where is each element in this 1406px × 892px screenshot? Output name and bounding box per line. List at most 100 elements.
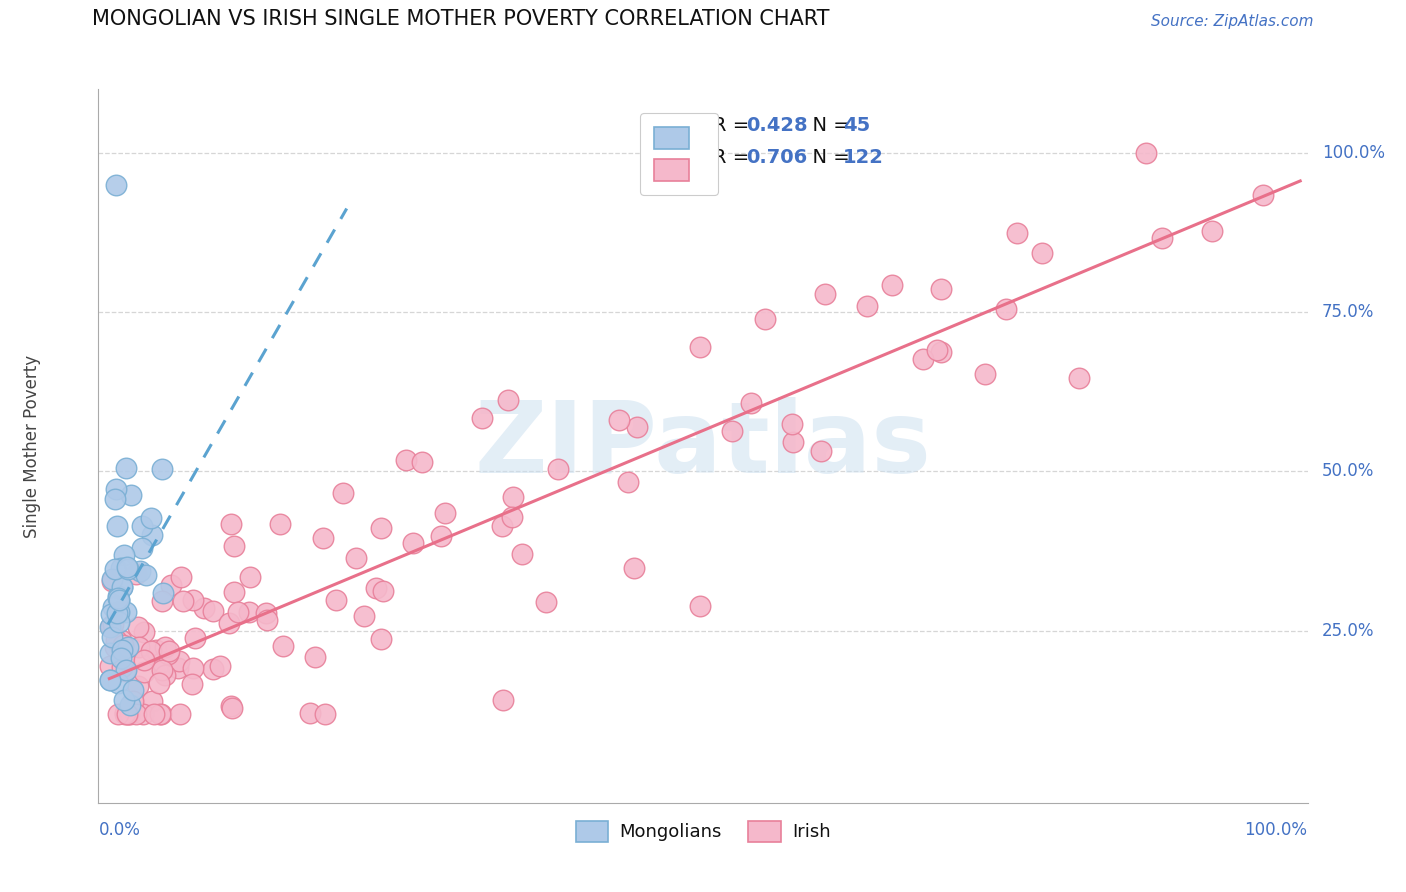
Legend: Mongolians, Irish: Mongolians, Irish xyxy=(567,812,839,851)
Point xyxy=(353,609,375,624)
Point xyxy=(498,392,520,407)
Text: N =: N = xyxy=(800,148,856,167)
Point xyxy=(98,658,121,673)
Point xyxy=(269,516,291,531)
Point xyxy=(115,606,138,620)
Point xyxy=(491,519,513,533)
Point xyxy=(304,649,326,664)
Point xyxy=(471,410,494,425)
Text: MONGOLIAN VS IRISH SINGLE MOTHER POVERTY CORRELATION CHART: MONGOLIAN VS IRISH SINGLE MOTHER POVERTY… xyxy=(93,9,830,29)
Point xyxy=(108,605,131,619)
Point xyxy=(107,615,129,630)
Point xyxy=(617,475,640,490)
Point xyxy=(114,706,136,721)
Point xyxy=(122,693,145,707)
Point xyxy=(814,286,837,301)
Text: 25.0%: 25.0% xyxy=(1322,622,1375,640)
Point xyxy=(128,640,150,655)
Point xyxy=(149,706,172,721)
Point xyxy=(131,541,153,556)
Point xyxy=(193,600,215,615)
Point xyxy=(149,706,172,721)
Point xyxy=(911,352,934,367)
Point xyxy=(112,548,135,562)
Point xyxy=(202,604,225,618)
Point xyxy=(218,615,240,630)
Point xyxy=(1251,187,1274,202)
Point xyxy=(139,644,162,658)
Text: 0.706: 0.706 xyxy=(747,148,808,167)
Point xyxy=(114,706,136,721)
Point xyxy=(100,619,122,633)
Point xyxy=(782,434,804,449)
Point xyxy=(127,619,149,633)
Point xyxy=(117,640,139,654)
Point xyxy=(856,299,879,313)
Point xyxy=(117,562,139,576)
Point xyxy=(110,651,132,665)
Point xyxy=(299,706,322,721)
Point xyxy=(98,673,121,687)
Point xyxy=(150,462,173,476)
Point xyxy=(111,660,134,674)
Point xyxy=(100,574,122,588)
Point xyxy=(228,606,250,620)
Point xyxy=(502,490,524,504)
Point xyxy=(170,570,193,584)
Point xyxy=(107,589,129,603)
Point xyxy=(98,673,121,687)
Point xyxy=(1135,145,1157,160)
Point xyxy=(103,616,125,631)
Point xyxy=(105,178,128,192)
Text: 100.0%: 100.0% xyxy=(1244,821,1308,838)
Point xyxy=(929,344,952,359)
Point xyxy=(364,581,387,595)
Point xyxy=(974,367,997,381)
Point xyxy=(132,706,155,721)
Point xyxy=(254,606,277,620)
Point xyxy=(626,419,648,434)
Point xyxy=(143,706,166,721)
Point xyxy=(609,413,631,427)
Point xyxy=(134,665,156,680)
Point xyxy=(141,694,163,708)
Point xyxy=(332,485,354,500)
Text: Source: ZipAtlas.com: Source: ZipAtlas.com xyxy=(1152,13,1313,29)
Point xyxy=(202,661,225,675)
Point xyxy=(925,343,948,358)
Point xyxy=(371,584,394,599)
Point xyxy=(104,491,127,506)
Text: 0.0%: 0.0% xyxy=(98,821,141,838)
Point xyxy=(172,594,194,608)
Point xyxy=(882,277,904,292)
Point xyxy=(129,564,152,578)
Point xyxy=(222,539,245,553)
Point xyxy=(100,607,122,621)
Point xyxy=(411,455,433,469)
Point xyxy=(107,591,129,606)
Point xyxy=(135,568,157,582)
Point xyxy=(754,312,776,326)
Point xyxy=(180,677,202,691)
Point xyxy=(222,585,245,599)
Point xyxy=(145,643,167,657)
Point xyxy=(115,663,138,677)
Point xyxy=(107,675,129,690)
Point xyxy=(112,652,135,666)
Point xyxy=(167,654,190,668)
Point xyxy=(105,519,128,533)
Point xyxy=(782,417,804,431)
Point xyxy=(156,647,179,661)
Point xyxy=(239,570,262,584)
Point xyxy=(117,706,139,721)
Point xyxy=(221,516,243,531)
Point xyxy=(370,632,392,646)
Point xyxy=(181,660,204,674)
Point xyxy=(157,644,180,658)
Point xyxy=(131,519,153,533)
Text: R =: R = xyxy=(713,148,755,167)
Point xyxy=(110,581,132,595)
Point xyxy=(160,578,183,592)
Point xyxy=(221,701,243,715)
Text: Single Mother Poverty: Single Mother Poverty xyxy=(22,354,41,538)
